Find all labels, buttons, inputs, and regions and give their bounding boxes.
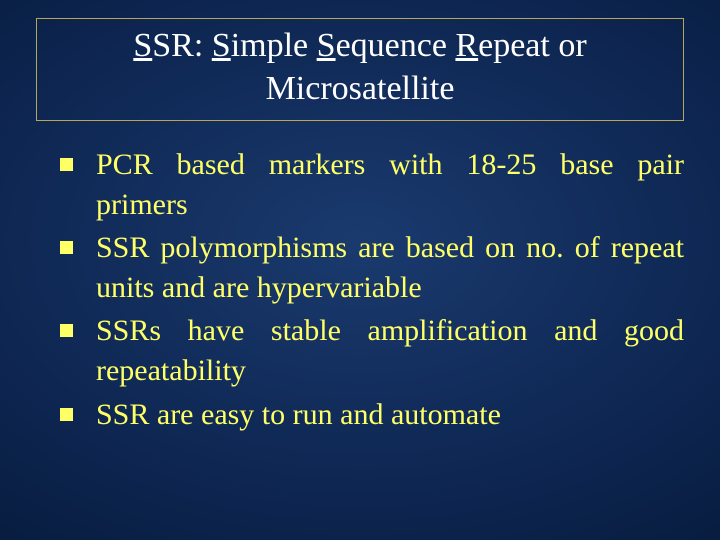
bullet-text: SSRs have stable amplification and good …	[96, 314, 684, 387]
list-item: SSRs have stable amplification and good …	[60, 311, 684, 390]
slide-body: PCR based markers with 18-25 base pair p…	[60, 145, 684, 434]
list-item: SSR are easy to run and automate	[60, 395, 684, 435]
title-seg-1: SR:	[152, 27, 212, 64]
bullet-list: PCR based markers with 18-25 base pair p…	[60, 145, 684, 434]
bullet-text: SSR are easy to run and automate	[96, 398, 501, 431]
title-seg-0: S	[133, 27, 152, 64]
slide-title-box: SSR: Simple Sequence Repeat or Microsate…	[36, 18, 684, 121]
title-seg-2: S	[212, 27, 231, 64]
title-seg-6: R	[455, 27, 478, 64]
bullet-text: SSR polymorphisms are based on no. of re…	[96, 231, 684, 304]
title-seg-5: equence	[336, 27, 456, 64]
list-item: SSR polymorphisms are based on no. of re…	[60, 228, 684, 307]
title-seg-3: imple	[231, 27, 317, 64]
list-item: PCR based markers with 18-25 base pair p…	[60, 145, 684, 224]
slide-title: SSR: Simple Sequence Repeat or Microsate…	[47, 25, 673, 110]
bullet-text: PCR based markers with 18-25 base pair p…	[96, 148, 684, 221]
title-seg-4: S	[317, 27, 336, 64]
